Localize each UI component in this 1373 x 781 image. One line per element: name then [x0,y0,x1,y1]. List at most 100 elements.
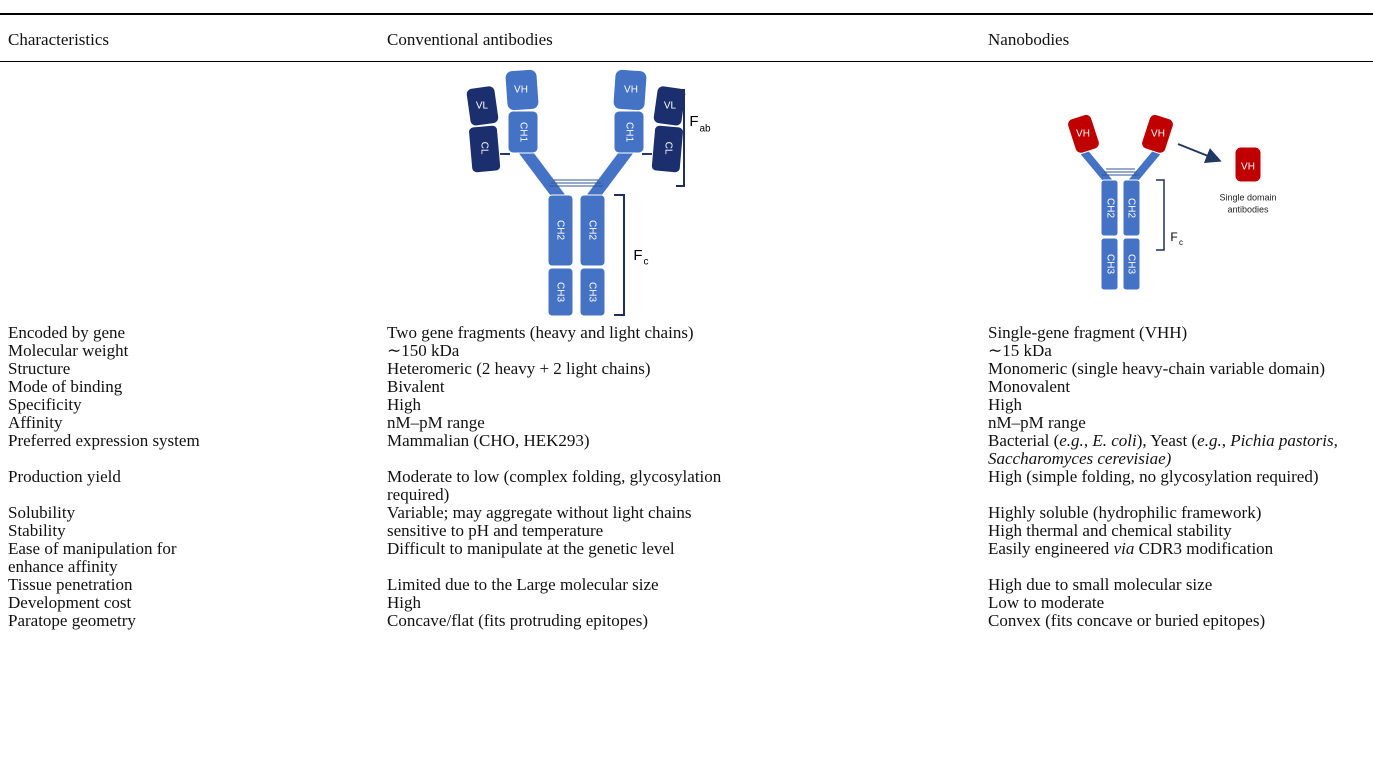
cell-text: Monovalent [988,377,1071,396]
table-cell: Easily engineered via CDR3 modification [980,540,1373,576]
domain-label: CH3 [554,282,565,302]
single-domain-label: antibodies [1227,204,1269,214]
text-run: , [1221,431,1231,450]
table-cell: Bacterial (e.g., E. coli), Yeast (e.g., … [980,432,1373,468]
table-cell: Mammalian (CHO, HEK293) [379,432,980,468]
fc-label: F [1170,230,1177,244]
text-run: , [1083,431,1093,450]
cell-text: High due to small molecular size [988,575,1213,594]
table-row: Molecular weight ∼150 kDa ∼15 kDa [0,342,1373,360]
domain-label: CH1 [623,122,634,142]
cell-text: Easily engineered via CDR3 modification [988,540,1373,558]
cell-text: Low to moderate [988,593,1105,612]
arrow [1177,143,1222,163]
cell-text: Highly soluble (hydrophilic framework) [988,503,1262,522]
cell-text: Moderate to low (complex folding, glycos… [387,467,722,504]
ch2-domain [1100,179,1119,237]
header-cell: Conventional antibodies [387,30,553,49]
domain-label: VH [1241,162,1255,173]
table-cell: High due to small molecular size [980,576,1373,594]
cell-text: ∼150 kDa [387,341,460,360]
domain-label: VH [624,85,638,96]
table-cell: ∼15 kDa [980,342,1373,360]
figure-row: VL VH CL CH1 VH VL CH1 CL CH2 CH2 CH3 CH… [465,67,1277,317]
table-cell: High [379,396,980,414]
table-row: Tissue penetration Limited due to the Lar… [0,576,1373,594]
table-cell: Affinity [0,414,379,432]
text-run: CDR3 modification [1134,539,1274,558]
table-row: Affinity nM–pM range nM–pM range [0,414,1373,432]
table-row: Solubility Variable; may aggregate withou… [0,504,1373,522]
cell-text: Ease of manipulation for enhance affinit… [8,539,177,576]
vh-domain [1067,113,1100,154]
cell-text: Concave/flat (fits protruding epitopes) [387,611,649,630]
table-cell: nM–pM range [980,414,1373,432]
domain-label: CH3 [1104,254,1115,274]
cell-text: Variable; may aggregate without light ch… [387,503,692,522]
cell-text: Heteromeric (2 heavy + 2 light chains) [387,359,651,378]
table-cell: Two gene fragments (heavy and light chai… [379,324,980,342]
hinge-arm [587,146,633,202]
cell-text: Monomeric (single heavy-chain variable d… [988,359,1326,378]
data-table: Encoded by gene Two gene fragments (heavy… [0,324,1373,630]
domain-label: CH2 [1104,198,1115,218]
table-cell: Monomeric (single heavy-chain variable d… [980,360,1373,378]
cell-text: High [387,395,421,414]
cell-text: Affinity [8,413,63,432]
domain-label: CH3 [1125,254,1136,274]
table-cell: Paratope geometry [0,612,379,630]
cell-text: Stability [8,521,66,540]
text-run: e.g. [1197,431,1222,450]
table-cell: Difficult to manipulate at the genetic l… [379,540,980,576]
table-cell: Limited due to the Large molecular size [379,576,980,594]
text-run: ), Yeast ( [1136,431,1198,450]
table-cell: Single-gene fragment (VHH) [980,324,1373,342]
table-cell: Production yield [0,468,379,504]
table-cell: Molecular weight [0,342,379,360]
cell-text: Mammalian (CHO, HEK293) [387,431,590,450]
domain-label: VH [514,85,528,96]
fab-bracket [676,89,685,187]
table-cell: High [980,396,1373,414]
domain-label: CH1 [517,122,528,142]
table-cell: Solubility [0,504,379,522]
ch3-domain [1122,237,1141,291]
cell-text: Mode of binding [8,377,123,396]
table-row: Encoded by gene Two gene fragments (heavy… [0,324,1373,342]
table-cell: Variable; may aggregate without light ch… [379,504,980,522]
domain-label: CL [478,142,489,155]
text-run: e.g. [1059,431,1084,450]
table-row: Paratope geometry Concave/flat (fits prot… [0,612,1373,630]
table-cell: ∼150 kDa [379,342,980,360]
hinge-arm [1080,149,1113,185]
cell-text: sensitive to pH and temperature [387,521,604,540]
domain-label: CH2 [554,220,565,240]
fab-arm [465,68,540,174]
cell-text: Convex (fits concave or buried epitopes) [988,611,1266,630]
header-cell: Characteristics [8,30,110,49]
header-rule [0,61,1373,62]
cell-text: Difficult to manipulate at the genetic l… [387,539,675,558]
table-cell: Concave/flat (fits protruding epitopes) [379,612,980,630]
text-run: Bacterial ( [988,431,1060,450]
table-cell: Low to moderate [980,594,1373,612]
ch3-domain [579,267,606,317]
text-run: Easily engineered [988,539,1114,558]
text-run: Pichia pastoris, Saccharomyces cerevisia… [988,431,1338,468]
domain-label: VL [476,101,489,112]
table-row: Specificity High High [0,396,1373,414]
cell-text: Bivalent [387,377,445,396]
table-cell: High [379,594,980,612]
cell-text: Two gene fragments (heavy and light chai… [387,323,694,342]
domain-label: VH [1151,129,1165,140]
domain-label: CH3 [586,282,597,302]
vh-domain [1141,113,1174,154]
cell-text: Paratope geometry [8,611,136,630]
domain-label: VH [1076,129,1090,140]
domain-label: CL [662,142,673,155]
text-run: via [1113,539,1135,558]
table-row: Production yield Moderate to low (complex… [0,468,1373,504]
fc-label-sub: c [644,257,649,268]
table-cell: Ease of manipulation for enhance affinit… [0,540,379,576]
